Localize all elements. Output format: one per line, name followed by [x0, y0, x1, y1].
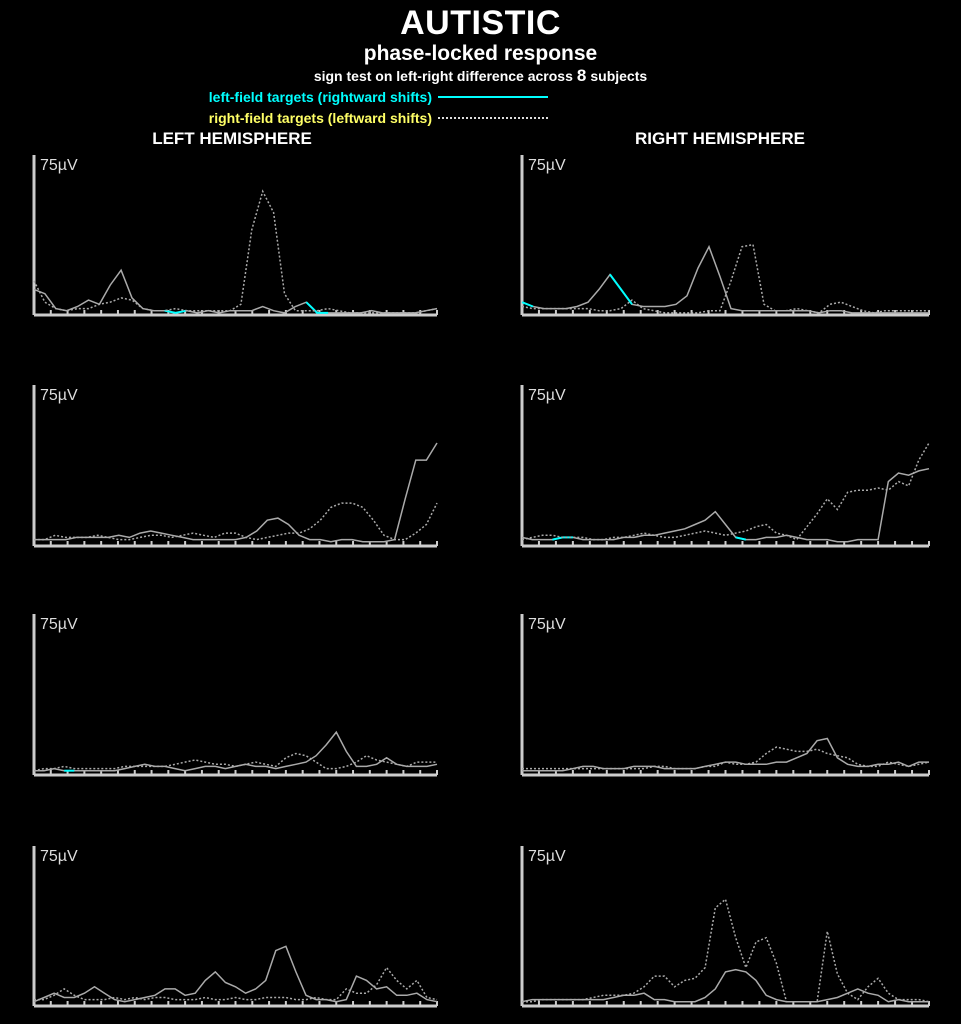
- column-heading-right-hemisphere: RIGHT HEMISPHERE: [634, 129, 806, 148]
- significant-segment: [305, 301, 329, 314]
- chart-title: AUTISTIC: [400, 4, 561, 42]
- legend-left-field: left-field targets (rightward shifts): [209, 89, 548, 105]
- significant-segment: [735, 536, 747, 541]
- y-scale-label: 75µV: [40, 387, 78, 404]
- legend-right-field-swatch: [438, 117, 548, 119]
- y-scale-label: 75µV: [40, 157, 78, 174]
- sign-test-suffix: subjects: [590, 68, 648, 84]
- y-scale-label: 75µV: [528, 848, 566, 865]
- subject-count: 8: [576, 66, 587, 85]
- y-scale-label: 75µV: [528, 616, 566, 633]
- legend-left-field-swatch: [438, 96, 548, 98]
- legend-right-field-label: right-field targets (leftward shifts): [208, 110, 432, 126]
- left-field-trace: [33, 945, 438, 1003]
- left-field-trace: [521, 244, 929, 314]
- left-field-trace: [34, 730, 438, 772]
- left-field-trace: [521, 968, 929, 1003]
- right-field-trace: [33, 752, 437, 772]
- significant-segment: [521, 301, 534, 308]
- y-scale-label: 75µV: [40, 848, 78, 865]
- sign-test-caption: sign test on left-right difference acros…: [0, 66, 961, 86]
- right-field-trace: [521, 243, 929, 314]
- legend-right-field: right-field targets (leftward shifts): [209, 110, 548, 126]
- y-scale-label: 75µV: [528, 157, 566, 174]
- column-heading-left-hemisphere: LEFT HEMISPHERE: [152, 129, 312, 148]
- left-field-trace: [34, 442, 438, 543]
- significant-segment: [164, 309, 187, 314]
- right-field-trace: [522, 897, 930, 1003]
- sign-test-prefix: sign test on left-right difference acros…: [313, 68, 573, 84]
- right-field-trace: [34, 502, 438, 541]
- left-field-trace: [521, 467, 930, 543]
- legend-left-field-label: left-field targets (rightward shifts): [208, 89, 432, 105]
- left-field-trace: [33, 268, 438, 314]
- y-scale-label: 75µV: [40, 616, 78, 633]
- right-field-trace: [522, 746, 930, 770]
- right-field-trace: [521, 442, 930, 541]
- y-scale-label: 75µV: [528, 387, 566, 404]
- significant-segment: [609, 273, 633, 305]
- right-field-trace: [34, 966, 438, 1001]
- right-field-trace: [33, 189, 438, 314]
- chart-subtitle: phase-locked response: [363, 42, 598, 65]
